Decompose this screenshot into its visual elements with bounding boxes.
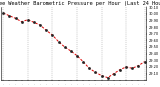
Text: .: . bbox=[76, 82, 77, 86]
Text: .: . bbox=[89, 82, 90, 86]
Text: .: . bbox=[70, 82, 71, 86]
Text: .: . bbox=[138, 82, 139, 86]
Text: .: . bbox=[113, 82, 114, 86]
Text: .: . bbox=[144, 82, 145, 86]
Text: .: . bbox=[101, 82, 102, 86]
Title: Milwaukee Weather Barometric Pressure per Hour (Last 24 Hours): Milwaukee Weather Barometric Pressure pe… bbox=[0, 1, 160, 6]
Text: .: . bbox=[83, 82, 84, 86]
Text: .: . bbox=[15, 82, 16, 86]
Text: .: . bbox=[46, 82, 47, 86]
Text: .: . bbox=[95, 82, 96, 86]
Text: .: . bbox=[52, 82, 53, 86]
Text: .: . bbox=[33, 82, 34, 86]
Text: .: . bbox=[27, 82, 28, 86]
Text: .: . bbox=[3, 82, 4, 86]
Text: .: . bbox=[126, 82, 127, 86]
Text: .: . bbox=[64, 82, 65, 86]
Text: .: . bbox=[107, 82, 108, 86]
Text: .: . bbox=[21, 82, 22, 86]
Text: .: . bbox=[132, 82, 133, 86]
Text: .: . bbox=[9, 82, 10, 86]
Text: .: . bbox=[58, 82, 59, 86]
